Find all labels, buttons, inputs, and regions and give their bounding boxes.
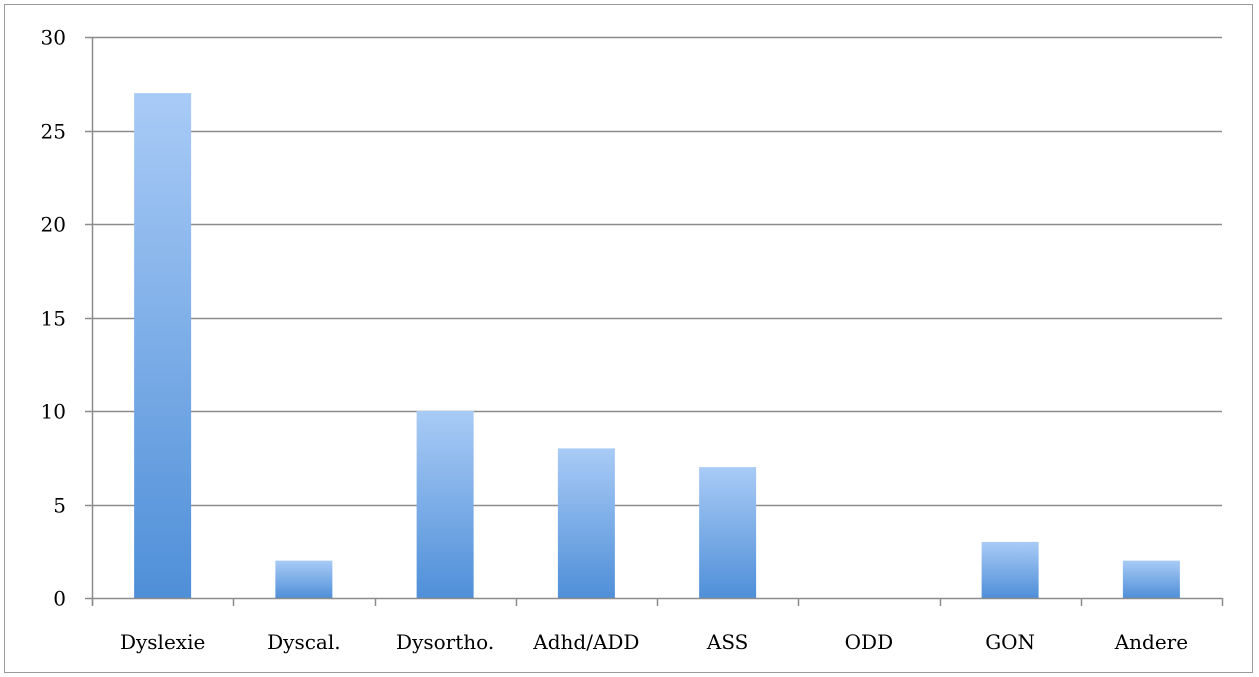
y-tick-label: 0 xyxy=(53,587,66,611)
gridlines xyxy=(92,36,1222,507)
y-tick-label: 5 xyxy=(53,494,66,518)
bar-dyscal- xyxy=(275,560,333,598)
y-tick-label: 15 xyxy=(41,307,66,331)
y-tick-label: 25 xyxy=(41,120,66,144)
y-tick-label: 10 xyxy=(41,400,66,424)
x-tick-label: ODD xyxy=(845,630,893,654)
tick-labels: 0 5 10 15 20 25 30 Dyslexie Dyscal. Dysortho. Adhd… xyxy=(41,26,1189,655)
bar-andere xyxy=(1122,560,1180,598)
bar-gon xyxy=(981,541,1039,598)
axes xyxy=(85,36,1224,606)
x-tick-label: Dysortho. xyxy=(396,630,494,654)
x-tick-label: Andere xyxy=(1114,630,1188,654)
x-tick-label: Dyscal. xyxy=(267,630,340,654)
x-tick-label: GON xyxy=(985,630,1035,654)
bars xyxy=(134,93,1180,598)
y-tick-label: 30 xyxy=(41,26,66,50)
x-tick-label: Dyslexie xyxy=(120,630,205,654)
bar-dyslexie xyxy=(134,93,192,598)
bar-ass xyxy=(699,467,757,598)
y-tick-label: 20 xyxy=(41,213,66,237)
bar-adhd-add xyxy=(557,448,615,598)
chart-frame xyxy=(4,4,1253,673)
x-tick-label: Adhd/ADD xyxy=(532,630,639,654)
bar-dysortho- xyxy=(416,411,474,598)
x-tick-label: ASS xyxy=(706,630,749,654)
